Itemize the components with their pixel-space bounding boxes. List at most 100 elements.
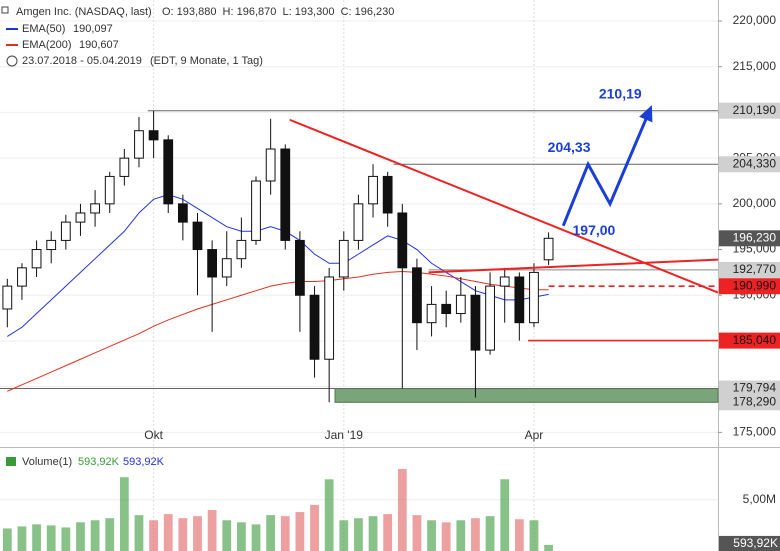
x-tick-label: Apr <box>525 428 544 442</box>
y-tick-label: 215,000 <box>733 59 777 73</box>
price-box-label: 179,794 <box>733 381 777 395</box>
volume-bar <box>397 469 407 551</box>
volume-bar <box>207 510 217 551</box>
candle-body <box>221 258 232 278</box>
price-box <box>719 394 780 411</box>
volume-bar <box>514 519 524 551</box>
candle-body <box>207 249 218 278</box>
volume-bar <box>529 520 539 551</box>
volume-bar <box>61 527 71 551</box>
volume-last-label: 593,92K <box>733 536 778 550</box>
volume-bar <box>90 520 100 551</box>
volume-bar <box>471 518 480 551</box>
candle-body <box>338 239 349 278</box>
volume-last-box <box>719 535 780 551</box>
ohlc: O: 193,880 H: 196,870 L: 193,300 C: 196,… <box>162 6 394 18</box>
icon <box>1 6 9 14</box>
price-box <box>719 156 780 173</box>
price-box-label: 178,290 <box>733 394 777 408</box>
volume-bar <box>251 524 261 551</box>
price-box-label: 196,230 <box>733 230 777 244</box>
volume-icon <box>6 457 16 466</box>
volume-bar <box>76 522 85 551</box>
candle-body <box>60 221 71 241</box>
volume-bar <box>17 526 27 551</box>
volume-legend: Volume(1) <box>22 456 72 468</box>
volume-bar <box>441 522 451 551</box>
candle-body <box>412 267 422 324</box>
volume-bar <box>46 525 56 551</box>
trendline <box>428 258 719 274</box>
volume-bar <box>412 515 422 551</box>
price-box <box>719 261 780 278</box>
y-tick-label: 200,000 <box>733 196 777 210</box>
volume-bar <box>500 479 510 551</box>
volume-bar <box>236 522 246 551</box>
legend-ema50-value: 190,097 <box>73 23 113 35</box>
volume-bar <box>485 516 495 551</box>
candle-body <box>134 130 144 159</box>
candle-body <box>499 276 510 287</box>
volume-bar <box>456 520 466 551</box>
volume-bar <box>339 520 349 551</box>
candle-body <box>177 203 188 223</box>
candle-body <box>470 294 481 351</box>
volume-legend-value: 593,92K <box>78 456 120 468</box>
volume-bar <box>2 528 12 551</box>
legend-ema200-value: 190,607 <box>79 39 119 51</box>
candle-body <box>163 139 174 205</box>
price-box-label: 190,990 <box>733 278 777 292</box>
volume-bar <box>134 515 144 551</box>
volume-bar <box>149 520 158 551</box>
price-box <box>719 102 780 119</box>
candle-body <box>324 276 335 360</box>
legend-ema50: EMA(50) <box>22 23 65 35</box>
clock-icon <box>6 55 18 67</box>
volume-bar <box>105 518 115 551</box>
volume-tick-label: 5,00M <box>743 492 776 506</box>
volume-bar <box>163 514 173 551</box>
volume-bar <box>368 516 378 551</box>
candle-body <box>104 175 115 205</box>
candle-body <box>426 303 437 324</box>
candle-body <box>514 276 525 324</box>
price-box-label: 204,330 <box>733 156 777 170</box>
range-note: (EDT, 9 Monate, 1 Tag) <box>150 55 263 67</box>
volume-bar <box>295 512 305 551</box>
volume-legend-value: 593,92K <box>123 456 165 468</box>
candle-body <box>148 130 159 141</box>
volume-bar <box>222 520 232 551</box>
date-range: 23.07.2018 - 05.04.2019 <box>22 55 142 67</box>
candle-body <box>119 157 130 177</box>
volume-bar <box>193 516 202 551</box>
support-zone <box>334 388 719 403</box>
ema-line <box>7 194 549 337</box>
price-box-label: 185,040 <box>733 333 777 347</box>
candle-body <box>368 175 378 205</box>
volume-bar <box>178 518 188 551</box>
candle-body <box>90 203 100 214</box>
candle-body <box>543 237 554 261</box>
title: Amgen Inc. (NASDAQ, last) <box>16 6 152 18</box>
volume-bar <box>354 518 363 551</box>
candle-body <box>17 267 27 287</box>
candle-body <box>75 212 86 223</box>
candle-body <box>529 271 539 324</box>
candle-body <box>309 294 320 360</box>
legend-ema200: EMA(200) <box>22 39 72 51</box>
volume-bar <box>119 477 129 551</box>
projection-label: 197,00 <box>573 222 616 238</box>
price-box <box>719 332 780 349</box>
candle-body <box>251 180 261 241</box>
candle-body <box>295 239 305 296</box>
projection-label: 204,33 <box>548 139 591 155</box>
x-tick-label: Jan '19 <box>325 428 364 442</box>
projection-label: 210,19 <box>599 85 642 101</box>
price-box <box>719 278 780 295</box>
candle-body <box>382 175 393 214</box>
candle-body <box>397 212 408 269</box>
candle-body <box>485 285 495 351</box>
price-box-label: 210,190 <box>733 103 777 117</box>
price-box-label: 192,770 <box>733 262 777 276</box>
